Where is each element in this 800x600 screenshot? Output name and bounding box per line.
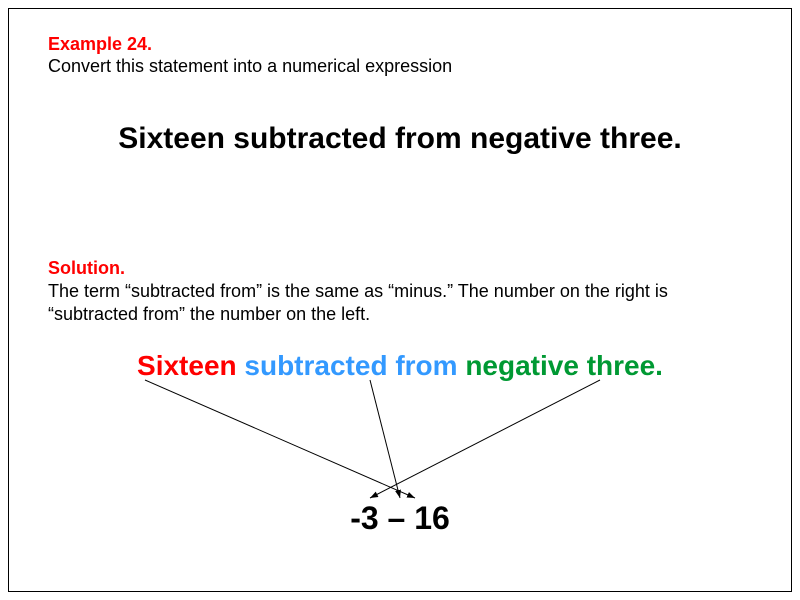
example-label: Example 24.	[48, 34, 152, 55]
part-subtracted-from: subtracted from	[237, 350, 466, 381]
instruction-text: Convert this statement into a numerical …	[48, 56, 452, 77]
solution-explanation: The term “subtracted from” is the same a…	[48, 280, 748, 325]
colored-statement: Sixteen subtracted from negative three.	[0, 350, 800, 382]
part-negative-three: negative three.	[465, 350, 663, 381]
result-expression: -3 – 16	[0, 500, 800, 537]
part-sixteen: Sixteen	[137, 350, 237, 381]
problem-statement: Sixteen subtracted from negative three.	[0, 122, 800, 156]
solution-label: Solution.	[48, 258, 125, 279]
